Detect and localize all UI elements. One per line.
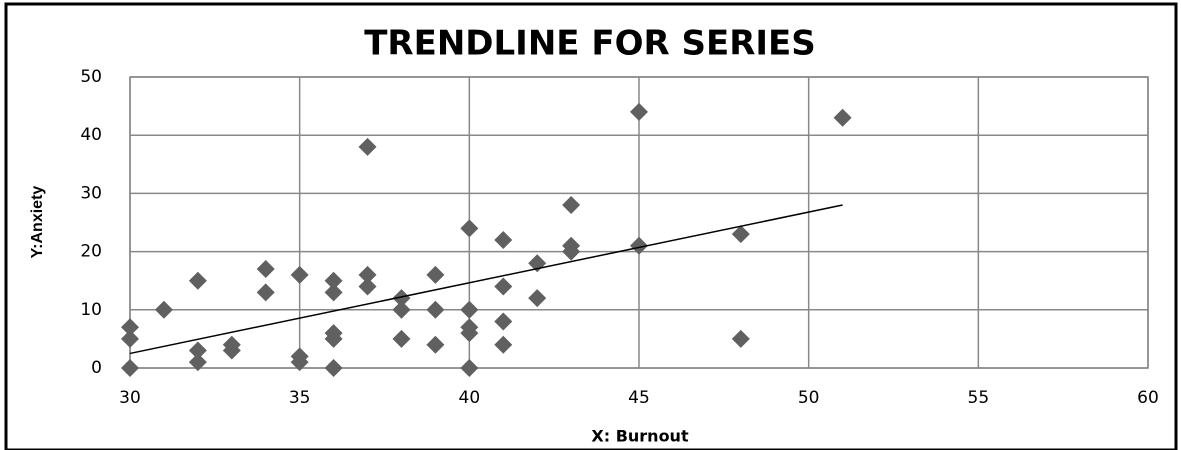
marker <box>358 137 377 156</box>
marker <box>188 353 207 372</box>
marker <box>528 289 547 308</box>
marker <box>256 260 275 279</box>
marker <box>256 283 275 302</box>
y-tick-label: 30 <box>80 183 102 203</box>
marker <box>188 341 207 360</box>
x-axis-label: X: Burnout <box>591 427 689 446</box>
marker <box>324 359 343 377</box>
marker <box>460 300 479 319</box>
marker <box>494 277 513 296</box>
marker <box>833 108 852 127</box>
marker <box>188 271 207 290</box>
marker <box>426 300 445 319</box>
marker <box>731 225 750 244</box>
y-tick-label: 0 <box>91 358 102 378</box>
marker <box>290 353 309 372</box>
marker <box>222 341 241 360</box>
y-axis-label: Y:Anxiety <box>29 186 46 259</box>
marker <box>121 329 139 348</box>
y-tick-label: 50 <box>80 67 102 87</box>
marker <box>154 300 173 319</box>
marker <box>324 271 343 290</box>
trendline <box>129 204 843 355</box>
y-tick-label: 20 <box>80 242 102 262</box>
marker <box>392 289 411 308</box>
x-tick-label: 35 <box>289 388 311 408</box>
x-tick-label: 50 <box>798 388 820 408</box>
y-tick-label: 10 <box>80 300 102 320</box>
y-tick-label: 40 <box>80 125 102 145</box>
x-tick-label: 40 <box>459 388 481 408</box>
marker <box>494 312 513 331</box>
marker <box>121 318 139 337</box>
marker <box>121 359 139 377</box>
marker <box>358 265 377 284</box>
marker <box>494 335 513 354</box>
marker <box>562 242 581 261</box>
marker <box>460 219 479 238</box>
chart-border <box>4 2 1178 450</box>
x-tick-label: 55 <box>968 388 990 408</box>
marker <box>358 277 377 296</box>
marker <box>392 329 411 348</box>
x-tick-label: 45 <box>628 388 650 408</box>
marker <box>731 329 750 348</box>
marker <box>324 329 343 348</box>
marker <box>426 335 445 354</box>
marker <box>630 236 648 255</box>
marker <box>562 196 581 215</box>
marker <box>426 265 445 284</box>
marker <box>290 265 309 284</box>
marker <box>460 359 479 377</box>
marker <box>324 283 343 302</box>
marker <box>460 324 479 343</box>
marker <box>392 300 411 319</box>
marker <box>494 230 513 249</box>
x-tick-label: 30 <box>119 388 141 408</box>
x-tick-label: 60 <box>1137 388 1159 408</box>
chart-title: TRENDLINE FOR SERIES <box>364 24 816 64</box>
marker <box>630 102 648 121</box>
